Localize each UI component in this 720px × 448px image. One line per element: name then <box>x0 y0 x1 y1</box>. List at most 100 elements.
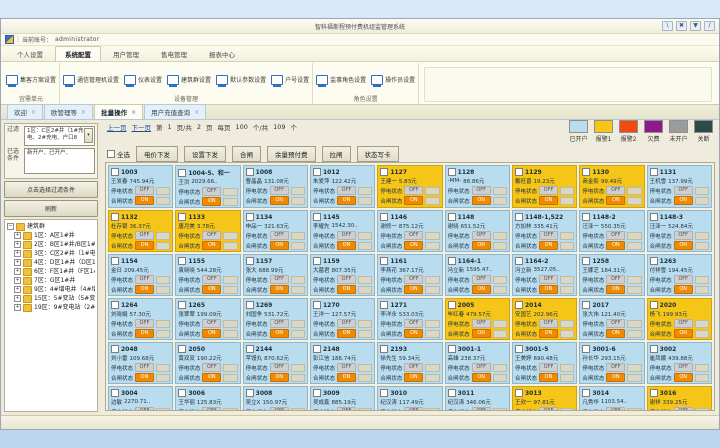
chevron-down-icon[interactable]: ▾ <box>84 128 93 143</box>
checkbox-icon[interactable] <box>178 345 187 353</box>
meter-cell[interactable]: 3002 崔凤娥 439.88元 停电状态 OFF 合闸状态 ON <box>646 342 712 384</box>
meter-cell[interactable]: 1148-1,522 方加林 335.41元 停电状态 OFF 合闸状态 ON <box>512 210 578 252</box>
checkbox-icon[interactable] <box>178 168 187 177</box>
checkbox-icon[interactable] <box>582 389 591 397</box>
meter-cell[interactable]: 3001-1 高雄 238.37元 停电状态 OFF 合闸状态 ON <box>444 342 510 384</box>
refresh-button[interactable]: 刷新 <box>4 200 98 217</box>
meter-cell[interactable]: 1265 张翠翠 199.09元 停电状态 OFF 合闸状态 ON <box>175 298 241 340</box>
checkbox-icon[interactable] <box>178 213 187 221</box>
meter-cell[interactable]: 1154 金日 209.45元 停电状态 OFF 合闸状态 ON <box>108 254 174 296</box>
checkbox-icon[interactable] <box>515 345 523 353</box>
tab-welcome[interactable]: 欢迎 × <box>7 104 44 119</box>
window-control-0[interactable]: \ <box>662 21 673 31</box>
meter-cell[interactable]: 1132 杜存银 36.37元 停电状态 OFF 合闸状态 ON <box>108 210 174 252</box>
meter-cell[interactable]: 1146 谢修一 875.12元 停电状态 OFF 合闸状态 ON <box>377 210 443 252</box>
ribbon-tab-personal[interactable]: 个人设置 <box>17 51 43 59</box>
meter-cell[interactable]: 1129 戴旺晋 19.23元 停电状态 OFF 合闸状态 ON <box>512 165 578 208</box>
meter-cell[interactable]: 1269 刘国争 531.72元 停电状态 OFF 合闸状态 ON <box>242 298 308 340</box>
meter-cell[interactable]: 2017 张大伟 121.40元 停电状态 OFF 合闸状态 ON <box>579 298 645 340</box>
checkbox-icon[interactable] <box>582 345 591 353</box>
prepaid-balance-button[interactable]: 余量预付费 <box>267 146 316 162</box>
checkbox-icon[interactable] <box>515 257 523 265</box>
meter-grid-container[interactable]: 1003 王发春 745.94元 停电状态 OFF 合闸状态 ON 1004-5、和一 王洪 20… <box>105 162 715 411</box>
meter-cell[interactable]: 3001-5 王美婷 690.48元 停电状态 OFF 合闸状态 ON <box>512 342 578 384</box>
ribbon-tab-reports[interactable]: 报表中心 <box>209 51 235 59</box>
checkbox-icon[interactable] <box>245 168 254 176</box>
tree-item-6[interactable]: + 9区：4#增电井（4#增） <box>7 285 95 294</box>
meter-cell[interactable]: 1128 -MM- 88.86元 停电状态 OFF 合闸状态 ON <box>444 165 510 208</box>
expand-icon[interactable]: + <box>14 304 21 311</box>
meter-cell[interactable]: 1164-1 冯立新 1595.47.. 停电状态 OFF 合闸状态 ON <box>444 254 510 296</box>
meter-cell[interactable]: 2148 彭江信 186.74元 停电状态 OFF 合闸状态 ON <box>310 342 376 384</box>
ribbon-button-operator-settings[interactable]: 操作员设置 <box>371 74 415 87</box>
checkbox-icon[interactable] <box>313 345 321 353</box>
tree-item-2[interactable]: + 3区：C区2#井（1#电站） <box>7 249 95 258</box>
ribbon-button-default-params[interactable]: 默认参数设置 <box>216 74 266 87</box>
checkbox-icon[interactable] <box>245 345 254 353</box>
checkbox-icon[interactable] <box>178 301 187 309</box>
meter-cell[interactable]: 1164-2 冯立新 3527.05.. 停电状态 OFF 合闸状态 ON <box>512 254 578 296</box>
checkbox-icon[interactable] <box>447 345 456 353</box>
meter-cell[interactable]: 2014 安国艺 202.96元 停电状态 OFF 合闸状态 ON <box>512 298 578 340</box>
meter-cell[interactable]: 1258 王娜芝 184.31元 停电状态 OFF 合闸状态 ON <box>579 254 645 296</box>
ribbon-tab-users[interactable]: 用户管理 <box>113 51 139 59</box>
checkbox-icon[interactable] <box>111 213 119 221</box>
meter-cell[interactable]: 1271 李洋永 533.03元 停电状态 OFF 合闸状态 ON <box>377 298 443 340</box>
open-switch-button[interactable]: 拉闸 <box>321 146 351 162</box>
meter-cell[interactable]: 1270 王洋一 127.57元 停电状态 OFF 合闸状态 ON <box>310 298 376 340</box>
prev-page-link[interactable]: 上一页 <box>107 124 127 132</box>
tab-recharge-query[interactable]: 用户充值查询 × <box>144 104 207 119</box>
checkbox-icon[interactable] <box>649 213 658 221</box>
ribbon-button-building-settings[interactable]: 建筑群设置 <box>167 74 211 87</box>
tab-batch-operation[interactable]: 批量操作 × <box>94 104 144 119</box>
ribbon-tab-system[interactable]: 系统配置 <box>55 46 101 61</box>
expand-icon[interactable]: + <box>14 286 21 293</box>
checkbox-icon[interactable] <box>313 168 321 176</box>
checkbox-icon[interactable] <box>380 168 389 176</box>
checkbox-icon[interactable] <box>245 213 254 221</box>
close-icon[interactable]: ✖ <box>676 21 687 31</box>
meter-cell[interactable]: 1148-2 汪泽一 550.35元 停电状态 OFF 合闸状态 ON <box>579 210 645 252</box>
checkbox-icon[interactable] <box>178 389 187 397</box>
meter-cell[interactable]: 1004-5、和一 王洪 2029.66.. 停电状态 OFF 合闸状态 ON <box>175 165 241 208</box>
tree-item-4[interactable]: + 6区：F区1#井（F区1#） <box>7 267 95 276</box>
checkbox-icon[interactable] <box>447 301 456 309</box>
checkbox-icon[interactable] <box>178 257 187 265</box>
meter-cell[interactable]: 1012 朱爱萍 122.42元 停电状态 OFF 合闸状态 ON <box>310 165 376 208</box>
meter-cell[interactable]: 2050 黄双双 190.22元 停电状态 OFF 合闸状态 ON <box>175 342 241 384</box>
expand-icon[interactable]: + <box>14 277 21 284</box>
checkbox-icon[interactable] <box>649 345 658 353</box>
checkbox-icon[interactable] <box>582 301 591 309</box>
checkbox-icon[interactable] <box>649 389 658 397</box>
checkbox-icon[interactable] <box>380 345 389 353</box>
checkbox-icon[interactable] <box>111 168 119 176</box>
expand-icon[interactable]: + <box>14 268 21 275</box>
meter-cell[interactable]: 1264 刘晓娟 57.30元 停电状态 OFF 合闸状态 ON <box>108 298 174 340</box>
meter-cell[interactable]: 1131 王机雪 137.99元 停电状态 OFF 合闸状态 ON <box>646 165 712 208</box>
meter-cell[interactable]: 1003 王发春 745.94元 停电状态 OFF 合闸状态 ON <box>108 165 174 208</box>
meter-cell[interactable]: 2005 毕红春 479.57元 停电状态 OFF 合闸状态 ON <box>444 298 510 340</box>
tab-management[interactable]: 欧管理等 × <box>44 104 94 119</box>
checkbox-icon[interactable] <box>649 301 658 309</box>
chevron-down-icon[interactable]: ▼ <box>690 21 701 31</box>
checkbox-icon[interactable] <box>380 301 389 309</box>
meter-cell[interactable]: 1148-3 汪泽一 524.84元 停电状态 OFF 合闸状态 ON <box>646 210 712 252</box>
meter-cell[interactable]: 2020 杨飞 199.93元 停电状态 OFF 合闸状态 ON <box>646 298 712 340</box>
meter-cell[interactable]: 1157 张大 688.99元 停电状态 OFF 合闸状态 ON <box>242 254 308 296</box>
window-control-3[interactable]: / <box>704 21 715 31</box>
ribbon-button-account-settings[interactable]: 户号设置 <box>271 74 309 87</box>
checkbox-icon[interactable] <box>380 213 389 221</box>
ribbon-button-plan-settings[interactable]: 集客方案设置 <box>6 74 56 87</box>
building-tree[interactable]: − 建筑群 + 1区：A区1#井 + 2区：B区1#井/B区1#井 <box>4 219 98 412</box>
checkbox-icon[interactable] <box>111 257 119 265</box>
meter-cell[interactable]: 1263 付祥雪 194.45元 停电状态 OFF 合闸状态 ON <box>646 254 712 296</box>
checkbox-icon[interactable] <box>111 389 119 397</box>
meter-cell[interactable]: 1008 曹晶晶 131.08元 停电状态 OFF 合闸状态 ON <box>242 165 308 208</box>
checkbox-icon[interactable] <box>515 168 523 176</box>
ribbon-button-supervisor-role[interactable]: 监事角色设置 <box>316 74 366 87</box>
filter-select[interactable]: 1区：C区2#井（1#充电、2#充电、户口8 ▾ <box>24 126 95 146</box>
